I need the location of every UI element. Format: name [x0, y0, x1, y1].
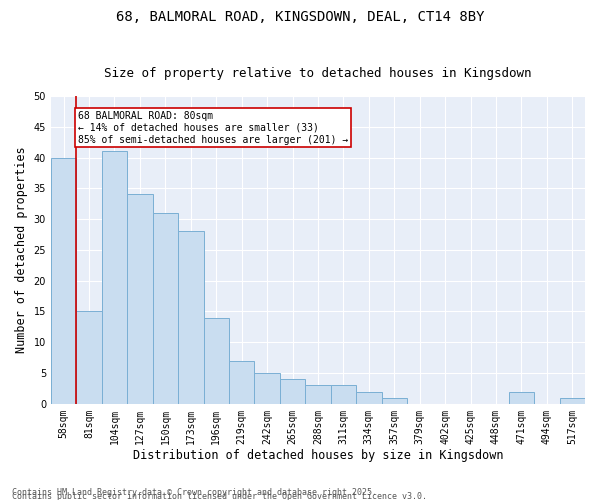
Bar — [76, 312, 102, 404]
Title: Size of property relative to detached houses in Kingsdown: Size of property relative to detached ho… — [104, 66, 532, 80]
Bar — [305, 386, 331, 404]
Bar — [509, 392, 534, 404]
Bar — [560, 398, 585, 404]
Bar — [229, 360, 254, 404]
X-axis label: Distribution of detached houses by size in Kingsdown: Distribution of detached houses by size … — [133, 450, 503, 462]
Text: Contains HM Land Registry data © Crown copyright and database right 2025.: Contains HM Land Registry data © Crown c… — [12, 488, 377, 497]
Text: 68 BALMORAL ROAD: 80sqm
← 14% of detached houses are smaller (33)
85% of semi-de: 68 BALMORAL ROAD: 80sqm ← 14% of detache… — [77, 112, 348, 144]
Bar — [102, 152, 127, 404]
Bar — [254, 373, 280, 404]
Bar — [356, 392, 382, 404]
Text: 68, BALMORAL ROAD, KINGSDOWN, DEAL, CT14 8BY: 68, BALMORAL ROAD, KINGSDOWN, DEAL, CT14… — [116, 10, 484, 24]
Bar — [331, 386, 356, 404]
Bar — [203, 318, 229, 404]
Bar — [152, 213, 178, 404]
Bar — [51, 158, 76, 404]
Bar — [382, 398, 407, 404]
Text: Contains public sector information licensed under the Open Government Licence v3: Contains public sector information licen… — [12, 492, 427, 500]
Y-axis label: Number of detached properties: Number of detached properties — [15, 146, 28, 353]
Bar — [127, 194, 152, 404]
Bar — [178, 232, 203, 404]
Bar — [280, 379, 305, 404]
